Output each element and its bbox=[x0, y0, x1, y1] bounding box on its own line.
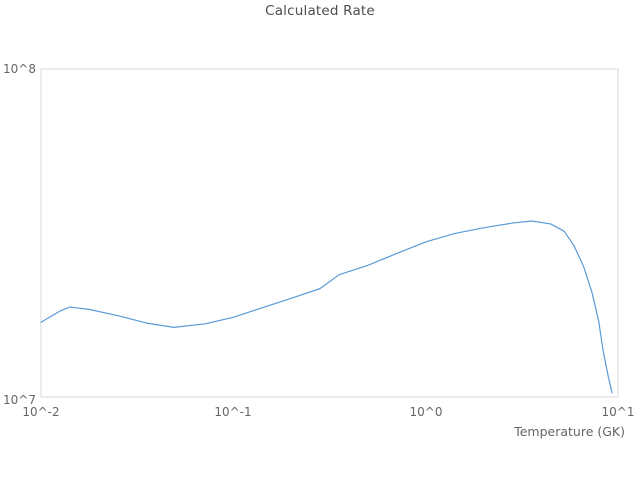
x-tick-label: 10^0 bbox=[409, 405, 443, 419]
y-tick-label: 10^8 bbox=[3, 62, 36, 76]
rate-line-series bbox=[40, 220, 613, 394]
x-tick-label: 10^-2 bbox=[22, 405, 60, 419]
plot-border bbox=[40, 68, 619, 398]
x-tick-label: 10^-1 bbox=[214, 405, 252, 419]
x-axis-title: Temperature (GK) bbox=[514, 424, 625, 439]
x-tick-label: 10^1 bbox=[601, 405, 635, 419]
y-tick-label: 10^7 bbox=[3, 393, 36, 407]
chart-title: Calculated Rate bbox=[265, 3, 375, 19]
